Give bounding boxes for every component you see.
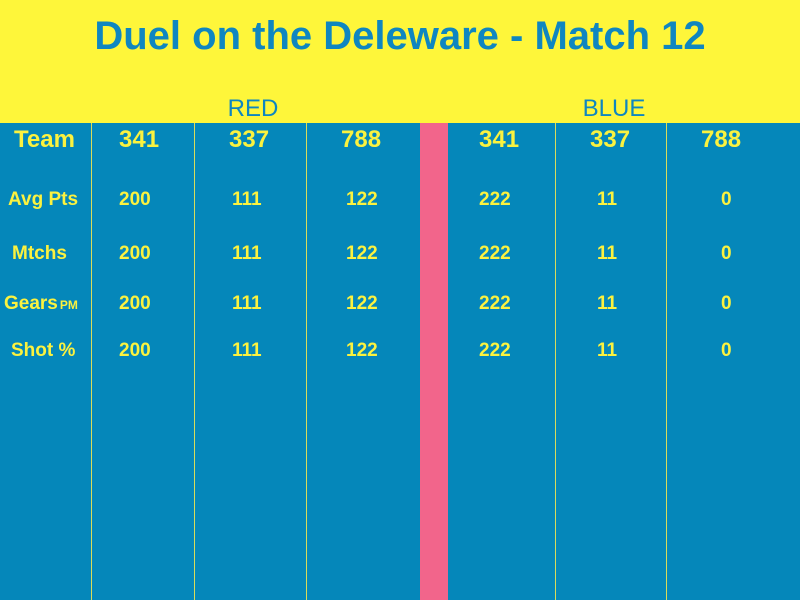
blue-value-cell: 11 xyxy=(597,243,618,264)
row-label-team: Team xyxy=(14,126,75,153)
alliance-divider xyxy=(420,123,448,600)
column-divider xyxy=(555,123,556,600)
blue-value-cell: 11 xyxy=(597,340,618,361)
red-value-cell: 200 xyxy=(119,293,151,314)
row-label-text: Gears xyxy=(4,293,58,314)
red-value-cell: 122 xyxy=(346,189,378,210)
red-value-cell: 200 xyxy=(119,243,151,264)
blue-value-cell: 11 xyxy=(597,189,618,210)
blue-value-cell: 0 xyxy=(721,189,732,210)
red-alliance-label: RED xyxy=(227,95,279,122)
blue-team-1: 341 xyxy=(479,126,520,153)
red-value-cell: 111 xyxy=(232,243,262,264)
row-label: Mtchs xyxy=(12,243,67,265)
row-label: Shot % xyxy=(11,340,75,362)
red-value-cell: 122 xyxy=(346,243,378,264)
blue-team-2: 337 xyxy=(590,126,631,153)
header-bar: Duel on the Deleware - Match 12 RED BLUE xyxy=(0,0,800,123)
column-divider xyxy=(194,123,195,600)
red-value-cell: 122 xyxy=(346,340,378,361)
blue-value-cell: 0 xyxy=(721,340,732,361)
row-label: Avg Pts xyxy=(8,189,78,211)
blue-value-cell: 222 xyxy=(479,243,511,264)
blue-team-3: 788 xyxy=(701,126,742,153)
row-label-text: Avg Pts xyxy=(8,189,79,210)
row-label-text: Mtchs xyxy=(12,243,67,264)
blue-value-cell: 222 xyxy=(479,340,511,361)
blue-value-cell: 0 xyxy=(721,293,732,314)
red-team-1: 341 xyxy=(119,126,160,153)
column-divider xyxy=(306,123,307,600)
row-label-suffix: PM xyxy=(59,298,78,312)
red-value-cell: 111 xyxy=(232,340,262,361)
page-title: Duel on the Deleware - Match 12 xyxy=(94,14,706,58)
red-team-3: 788 xyxy=(341,126,382,153)
blue-value-cell: 11 xyxy=(597,293,618,314)
blue-alliance-label: BLUE xyxy=(582,95,646,122)
red-value-cell: 122 xyxy=(346,293,378,314)
blue-value-cell: 222 xyxy=(479,189,511,210)
row-label-text: Shot % xyxy=(11,340,76,361)
red-value-cell: 200 xyxy=(119,340,151,361)
blue-value-cell: 0 xyxy=(721,243,732,264)
red-value-cell: 200 xyxy=(119,189,151,210)
column-divider xyxy=(666,123,667,600)
column-divider xyxy=(91,123,92,600)
row-label: Gears PM xyxy=(4,293,78,315)
stats-table: Team 341 337 788 341 337 788 Avg Pts 200 1… xyxy=(0,123,800,600)
blue-value-cell: 222 xyxy=(479,293,511,314)
red-team-2: 337 xyxy=(229,126,270,153)
red-value-cell: 111 xyxy=(232,293,262,314)
red-value-cell: 111 xyxy=(232,189,262,210)
